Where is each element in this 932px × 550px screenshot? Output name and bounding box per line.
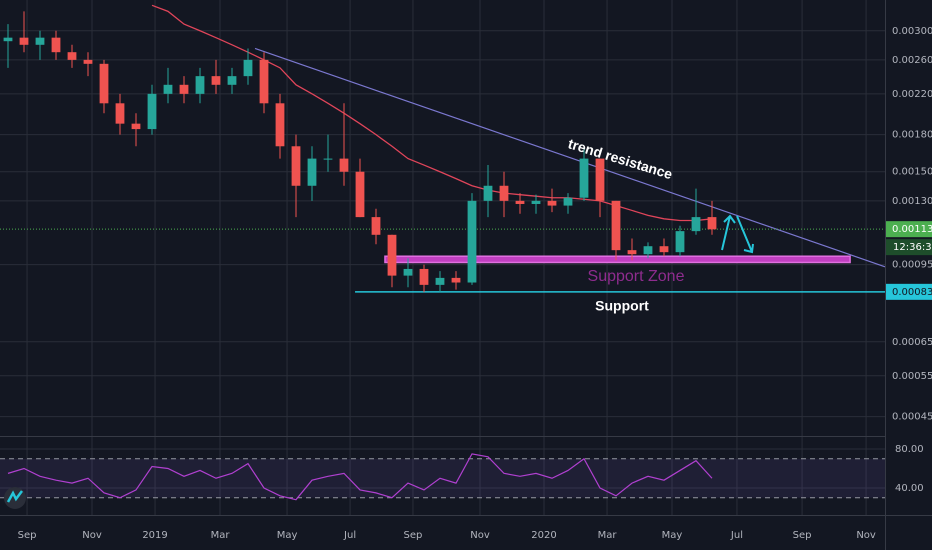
rsi-tick-label: 40.00 xyxy=(895,483,924,494)
candle-body xyxy=(19,37,29,45)
candle-body xyxy=(131,123,141,130)
x-tick-label: Mar xyxy=(598,530,618,541)
candle-body xyxy=(259,59,269,104)
candle-body xyxy=(691,217,701,232)
support-zone-label: Support Zone xyxy=(588,268,685,285)
candle-body xyxy=(515,200,525,204)
down-arrow xyxy=(736,215,754,254)
rsi-band xyxy=(0,458,885,498)
candle-body xyxy=(35,37,45,45)
candle-body xyxy=(387,234,397,276)
candle-body xyxy=(467,200,477,283)
candle-body xyxy=(227,76,237,85)
candle-body xyxy=(419,268,429,285)
candle-body xyxy=(595,158,605,201)
countdown-label: 12:36:31 xyxy=(893,242,932,253)
x-tick-label: 2019 xyxy=(142,530,167,541)
candle-body xyxy=(179,84,189,94)
candle-body xyxy=(675,231,685,253)
x-tick-label: Nov xyxy=(470,530,490,541)
countdown-box xyxy=(886,239,932,256)
rsi-line xyxy=(7,453,713,501)
candle-body xyxy=(531,200,541,204)
candle-body xyxy=(371,217,381,235)
x-tick-label: Sep xyxy=(404,530,423,541)
candle-body xyxy=(147,93,157,130)
candle-body xyxy=(707,217,717,230)
candle-body xyxy=(115,103,125,124)
candle-body xyxy=(291,146,301,186)
candle-body xyxy=(307,158,317,186)
support-zone xyxy=(384,255,851,264)
rsi-tick-label: 80.00 xyxy=(895,444,924,455)
candle-body xyxy=(83,59,93,64)
candle-body xyxy=(355,171,365,218)
candle-body xyxy=(195,76,205,94)
candle-body xyxy=(435,277,445,285)
x-tick-label: May xyxy=(662,530,683,541)
candle-body xyxy=(51,37,61,53)
candle-body xyxy=(451,277,461,283)
candle-body xyxy=(483,185,493,201)
candle-body xyxy=(339,158,349,172)
x-tick-label: 2020 xyxy=(531,530,556,541)
candle-body xyxy=(99,63,109,104)
candle-body xyxy=(643,246,653,255)
support-label: Support xyxy=(595,298,649,314)
candle-body xyxy=(547,200,557,206)
x-tick-label: Nov xyxy=(856,530,876,541)
x-tick-label: Sep xyxy=(18,530,37,541)
current-price-box xyxy=(886,221,932,238)
candle-body xyxy=(323,158,333,160)
time-axis-border xyxy=(0,515,932,516)
trend-line xyxy=(254,47,886,268)
support-price-label: 0.000831 xyxy=(892,287,932,298)
candle-body xyxy=(3,37,13,42)
x-tick-label: Nov xyxy=(82,530,102,541)
x-tick-label: Sep xyxy=(793,530,812,541)
candle-body xyxy=(627,250,637,255)
candle-body xyxy=(403,268,413,276)
candle-body xyxy=(243,59,253,77)
x-tick-label: Jul xyxy=(343,530,356,541)
up-arrow xyxy=(721,214,736,251)
price-axis-border xyxy=(885,0,886,550)
x-tick-label: Mar xyxy=(211,530,231,541)
candle-body xyxy=(611,200,621,251)
logo-mark xyxy=(6,490,23,503)
x-tick-label: May xyxy=(277,530,298,541)
support-price-box xyxy=(886,283,932,300)
y-tick-label: 0.000450 xyxy=(892,412,932,423)
candle-body xyxy=(659,246,669,253)
candle-body xyxy=(579,158,589,198)
candle-body xyxy=(499,185,509,201)
candle-body xyxy=(67,52,77,60)
candle-body xyxy=(211,76,221,85)
candle-body xyxy=(275,103,285,147)
candle-body xyxy=(163,84,173,94)
pane-separator xyxy=(0,436,885,437)
candle-body xyxy=(563,197,573,206)
x-tick-label: Jul xyxy=(730,530,743,541)
